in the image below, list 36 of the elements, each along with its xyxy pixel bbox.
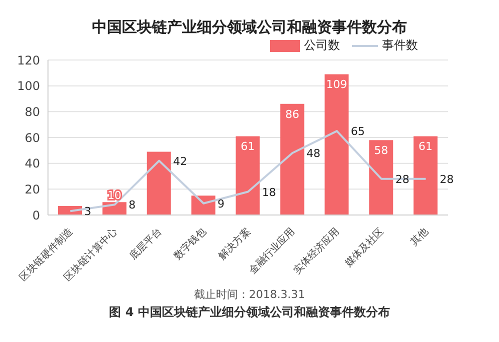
data-label: 3 — [84, 205, 92, 218]
chart-title: 中国区块链产业细分领域公司和融资事件数分布 — [91, 18, 408, 37]
data-label: 61 — [240, 140, 255, 154]
y-tick-label: 100 — [17, 79, 40, 94]
data-label: 9 — [218, 197, 225, 210]
x-tick-label: 其他 — [408, 225, 431, 248]
y-tick-label: 0 — [32, 208, 40, 222]
data-label: 28 — [395, 172, 410, 186]
data-label: 28 — [440, 172, 454, 186]
data-label: 58 — [374, 144, 388, 158]
y-tick-label: 20 — [24, 182, 40, 196]
x-tick-label: 解决方案 — [216, 225, 253, 262]
data-label: 61 — [418, 140, 433, 154]
x-tick-label: 媒体及社区 — [342, 225, 386, 270]
x-tick-label: 数字钱包 — [172, 225, 209, 262]
y-tick-label: 40 — [24, 156, 40, 171]
bar — [146, 152, 171, 215]
data-label: 10 — [107, 189, 122, 202]
data-label: 42 — [173, 154, 188, 168]
y-tick-label: 120 — [17, 53, 40, 68]
data-label: 8 — [128, 198, 136, 212]
bar — [414, 136, 438, 215]
data-label: 65 — [350, 125, 365, 138]
caption: 图 4 中国区块链产业细分领域公司和融资事件数分布 — [108, 304, 391, 321]
data-label: 109 — [326, 78, 348, 92]
y-tick-label: 60 — [24, 130, 40, 145]
y-tick-label: 80 — [24, 104, 40, 119]
legend-label: 事件数 — [381, 37, 418, 54]
data-label: 48 — [306, 147, 320, 160]
legend-label: 公司数 — [303, 37, 340, 54]
bar — [324, 74, 349, 215]
data-label: 18 — [262, 186, 276, 199]
bar — [280, 104, 304, 215]
x-tick-label: 底层平台 — [127, 225, 164, 262]
data-label: 86 — [285, 108, 300, 121]
text: 截止时间：2018.3.31 — [193, 287, 306, 302]
